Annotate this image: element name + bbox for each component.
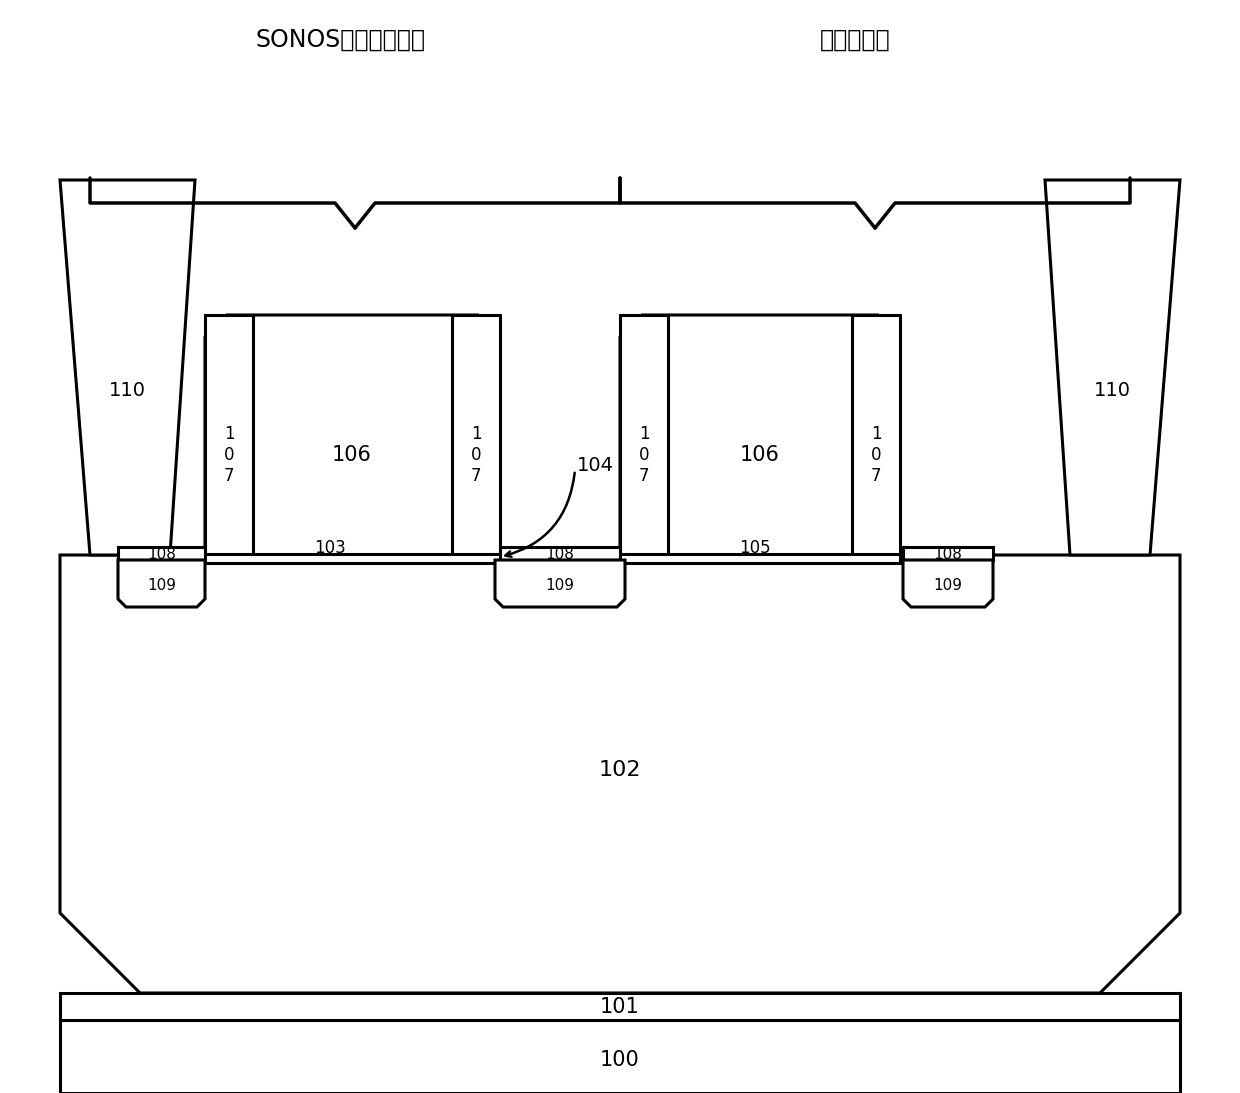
- Bar: [60, 994, 1180, 1020]
- Text: 选择晶体管: 选择晶体管: [820, 28, 890, 52]
- Text: 104: 104: [577, 456, 614, 474]
- Text: 1
0
7: 1 0 7: [870, 425, 882, 485]
- Text: 106: 106: [332, 445, 372, 465]
- Text: 1
0
7: 1 0 7: [471, 425, 481, 485]
- Text: 103: 103: [314, 539, 346, 557]
- Text: 106: 106: [740, 445, 780, 465]
- Polygon shape: [118, 560, 205, 607]
- Polygon shape: [60, 180, 195, 555]
- Text: 105: 105: [739, 539, 771, 557]
- Text: 1
0
7: 1 0 7: [639, 425, 650, 485]
- Bar: [453, 315, 500, 559]
- Polygon shape: [205, 315, 500, 559]
- Polygon shape: [60, 555, 1180, 994]
- Polygon shape: [495, 560, 625, 607]
- Bar: [118, 546, 205, 560]
- Text: 1
0
7: 1 0 7: [223, 425, 234, 485]
- Text: 100: 100: [600, 1050, 640, 1070]
- Bar: [620, 315, 668, 559]
- Text: 110: 110: [1094, 380, 1131, 400]
- Text: 110: 110: [109, 380, 145, 400]
- Bar: [852, 315, 900, 559]
- Text: SONOS存储器晶体管: SONOS存储器晶体管: [255, 28, 425, 52]
- Polygon shape: [1045, 180, 1180, 555]
- Text: 102: 102: [599, 760, 641, 780]
- Text: 109: 109: [546, 577, 574, 592]
- Bar: [60, 1020, 1180, 1093]
- Bar: [903, 546, 993, 560]
- Bar: [170, 554, 900, 563]
- Text: 101: 101: [600, 997, 640, 1016]
- Text: 108: 108: [934, 546, 962, 562]
- Polygon shape: [903, 560, 993, 607]
- Polygon shape: [620, 315, 900, 559]
- Bar: [500, 546, 620, 560]
- Text: 109: 109: [934, 577, 962, 592]
- Text: 108: 108: [546, 546, 574, 562]
- Bar: [205, 315, 253, 559]
- Text: 108: 108: [148, 546, 176, 562]
- Text: 109: 109: [148, 577, 176, 592]
